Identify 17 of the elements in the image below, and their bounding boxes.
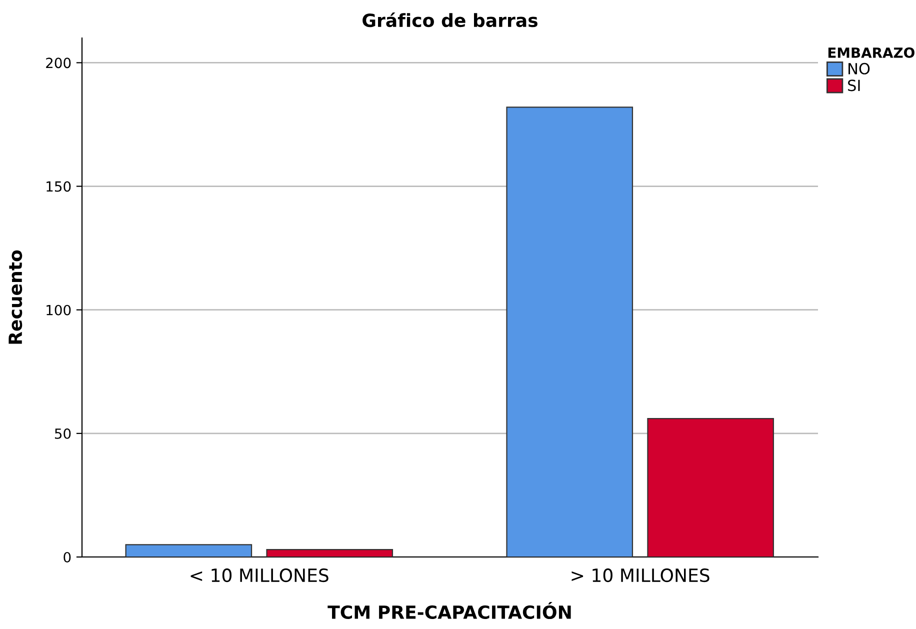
x-axis-title: TCM PRE-CAPACITACIÓN (328, 602, 571, 620)
y-tick-label: 50 (54, 428, 71, 439)
bar (125, 544, 252, 557)
x-tick-label: > 10 MILLONES (572, 568, 710, 582)
y-tick-label: 100 (46, 304, 71, 316)
bar (647, 418, 774, 557)
legend-title: EMBARAZO (828, 47, 914, 58)
x-tick-label: < 10 MILLONES (190, 568, 328, 582)
y-tick-label: 200 (46, 58, 71, 68)
chart-title: Gráfico de barras (362, 12, 538, 28)
bar (266, 549, 394, 557)
y-axis-title: Recuento (8, 250, 22, 344)
legend-label: NO (848, 62, 870, 74)
y-tick-label: 0 (64, 552, 71, 562)
legend-label: SI (848, 80, 860, 92)
bar (506, 106, 634, 557)
y-tick-label: 150 (46, 181, 71, 192)
